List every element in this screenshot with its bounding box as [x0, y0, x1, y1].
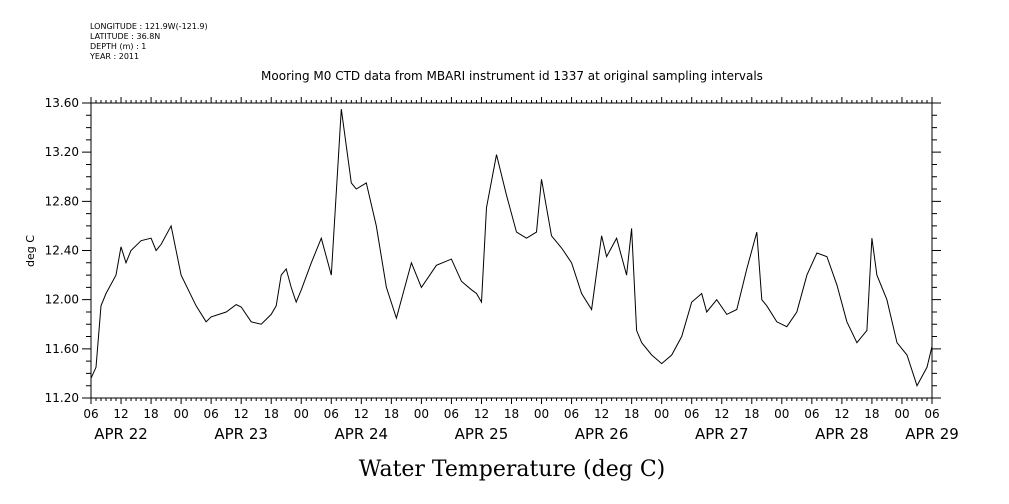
x-tick-label: 12 [594, 407, 609, 421]
y-tick-label: 13.60 [45, 96, 79, 110]
x-tick-label: 00 [173, 407, 188, 421]
x-tick-label: 12 [714, 407, 729, 421]
x-tick-labels: 06 12 18 00 06 12 18 00 06 12 18 00 06 12 18 00 06 12 18 00… [83, 407, 939, 421]
plot-border [90, 102, 933, 399]
x-tick-label: 18 [143, 407, 158, 421]
y-tick-label: 13.20 [45, 145, 79, 159]
series-line-water-temperature [90, 109, 933, 387]
x-tick-label: 00 [774, 407, 789, 421]
x-tick-label: 06 [204, 407, 219, 421]
year-label: YEAR : 2011 [90, 52, 140, 61]
x-tick-label: 12 [354, 407, 369, 421]
y-tick-label: 12.80 [45, 194, 79, 208]
axis-ticks [82, 97, 941, 404]
x-tick-label: 00 [654, 407, 669, 421]
x-tick-label: 00 [534, 407, 549, 421]
x-tick-label: 00 [294, 407, 309, 421]
date-label: APR 25 [455, 425, 509, 443]
date-labels: APR 22 APR 23 APR 24 APR 25 APR 26 APR 27 APR … [94, 425, 959, 443]
tick-marks [82, 97, 941, 404]
x-tick-label: 18 [864, 407, 879, 421]
date-label: APR 29 [905, 425, 959, 443]
depth-label: DEPTH (m) : 1 [90, 42, 147, 51]
x-tick-label: 06 [324, 407, 339, 421]
x-tick-label: 06 [83, 407, 98, 421]
y-tick-labels: 11.20 11.60 12.00 12.40 12.80 13.20 13.60 [45, 96, 79, 405]
y-tick-label: 11.20 [45, 391, 79, 405]
y-tick-label: 11.60 [45, 342, 79, 356]
y-tick-label: 12.00 [45, 293, 79, 307]
x-tick-label: 06 [684, 407, 699, 421]
x-tick-label: 18 [624, 407, 639, 421]
station-metadata: LONGITUDE : 121.9W(-121.9) LATITUDE : 36… [90, 22, 208, 62]
y-tick-label: 12.40 [45, 244, 79, 258]
x-tick-label: 12 [234, 407, 249, 421]
plot-frame [90, 102, 933, 399]
y-axis-label: deg C [24, 235, 37, 267]
date-label: APR 27 [695, 425, 749, 443]
x-tick-label: 06 [564, 407, 579, 421]
latitude-label: LATITUDE : 36.8N [90, 32, 161, 41]
x-tick-label: 06 [804, 407, 819, 421]
longitude-label: LONGITUDE : 121.9W(-121.9) [90, 22, 208, 31]
x-tick-label: 06 [924, 407, 939, 421]
x-tick-label: 00 [414, 407, 429, 421]
date-label: APR 28 [815, 425, 869, 443]
x-tick-label: 12 [834, 407, 849, 421]
x-tick-label: 18 [744, 407, 759, 421]
x-tick-label: 00 [894, 407, 909, 421]
x-tick-label: 12 [113, 407, 128, 421]
date-label: APR 24 [335, 425, 389, 443]
date-label: APR 23 [214, 425, 268, 443]
chart-title: Mooring M0 CTD data from MBARI instrumen… [261, 69, 763, 83]
x-tick-label: 18 [384, 407, 399, 421]
x-tick-label: 18 [264, 407, 279, 421]
date-label: APR 22 [94, 425, 148, 443]
x-tick-label: 12 [474, 407, 489, 421]
x-tick-label: 06 [444, 407, 459, 421]
chart-subtitle: Water Temperature (deg C) [359, 457, 666, 482]
x-tick-label: 18 [504, 407, 519, 421]
date-label: APR 26 [575, 425, 629, 443]
